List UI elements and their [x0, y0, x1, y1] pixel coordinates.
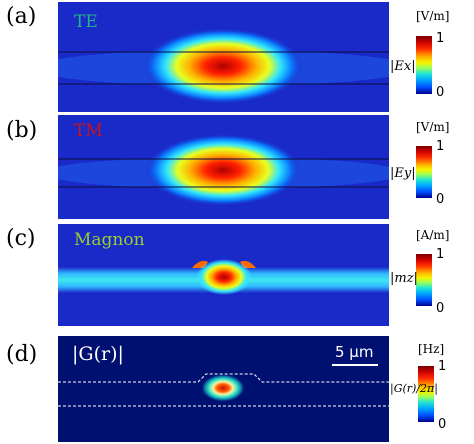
- panel-d-unit: [Hz]: [418, 342, 445, 356]
- panel-b-tick-min: 0: [436, 192, 445, 207]
- panel-c-mode-label: Magnon: [74, 230, 145, 250]
- panel-d-quantity: |G(r)/2π|: [390, 382, 438, 395]
- panel-b-mode-label: TM: [74, 121, 103, 141]
- panel-a-colorbar: [416, 36, 432, 94]
- panel-b-unit: [V/m]: [416, 120, 450, 134]
- panel-c-letter: (c): [6, 226, 36, 251]
- panel-d-mode-label: |G(r)|: [72, 343, 124, 365]
- panel-b-colorbar: [416, 146, 432, 198]
- panel-b-tick-max: 1: [436, 139, 445, 154]
- panel-c-unit: [A/m]: [416, 228, 450, 242]
- panel-d-field-map: [58, 336, 389, 442]
- panel-a-unit: [V/m]: [416, 9, 450, 23]
- panel-d-letter: (d): [6, 342, 38, 367]
- scale-bar-label: 5 μm: [335, 343, 374, 361]
- panel-a-tick-max: 1: [436, 31, 445, 46]
- panel-a-mode-label: TE: [74, 12, 98, 32]
- panel-a-tick-min: 0: [436, 85, 445, 100]
- panel-a-quantity: |Ex|: [390, 59, 416, 74]
- panel-a-letter: (a): [6, 4, 37, 29]
- panel-c-field-map: [58, 224, 389, 326]
- panel-c-colorbar: [416, 254, 432, 306]
- panel-b-quantity: |Ey|: [390, 166, 416, 181]
- panel-c-tick-max: 1: [436, 247, 445, 262]
- panel-c-quantity: |mz|: [390, 271, 418, 286]
- panel-b-letter: (b): [6, 118, 38, 143]
- panel-d-colorbar: [418, 366, 434, 422]
- panel-b-field-map: [58, 115, 389, 219]
- panel-d-tick-max: 1: [438, 359, 447, 374]
- panel-c-tick-min: 0: [436, 301, 445, 316]
- panel-d-tick-min: 0: [438, 417, 447, 432]
- panel-a-field-map: [58, 2, 389, 112]
- scale-bar: [332, 364, 378, 366]
